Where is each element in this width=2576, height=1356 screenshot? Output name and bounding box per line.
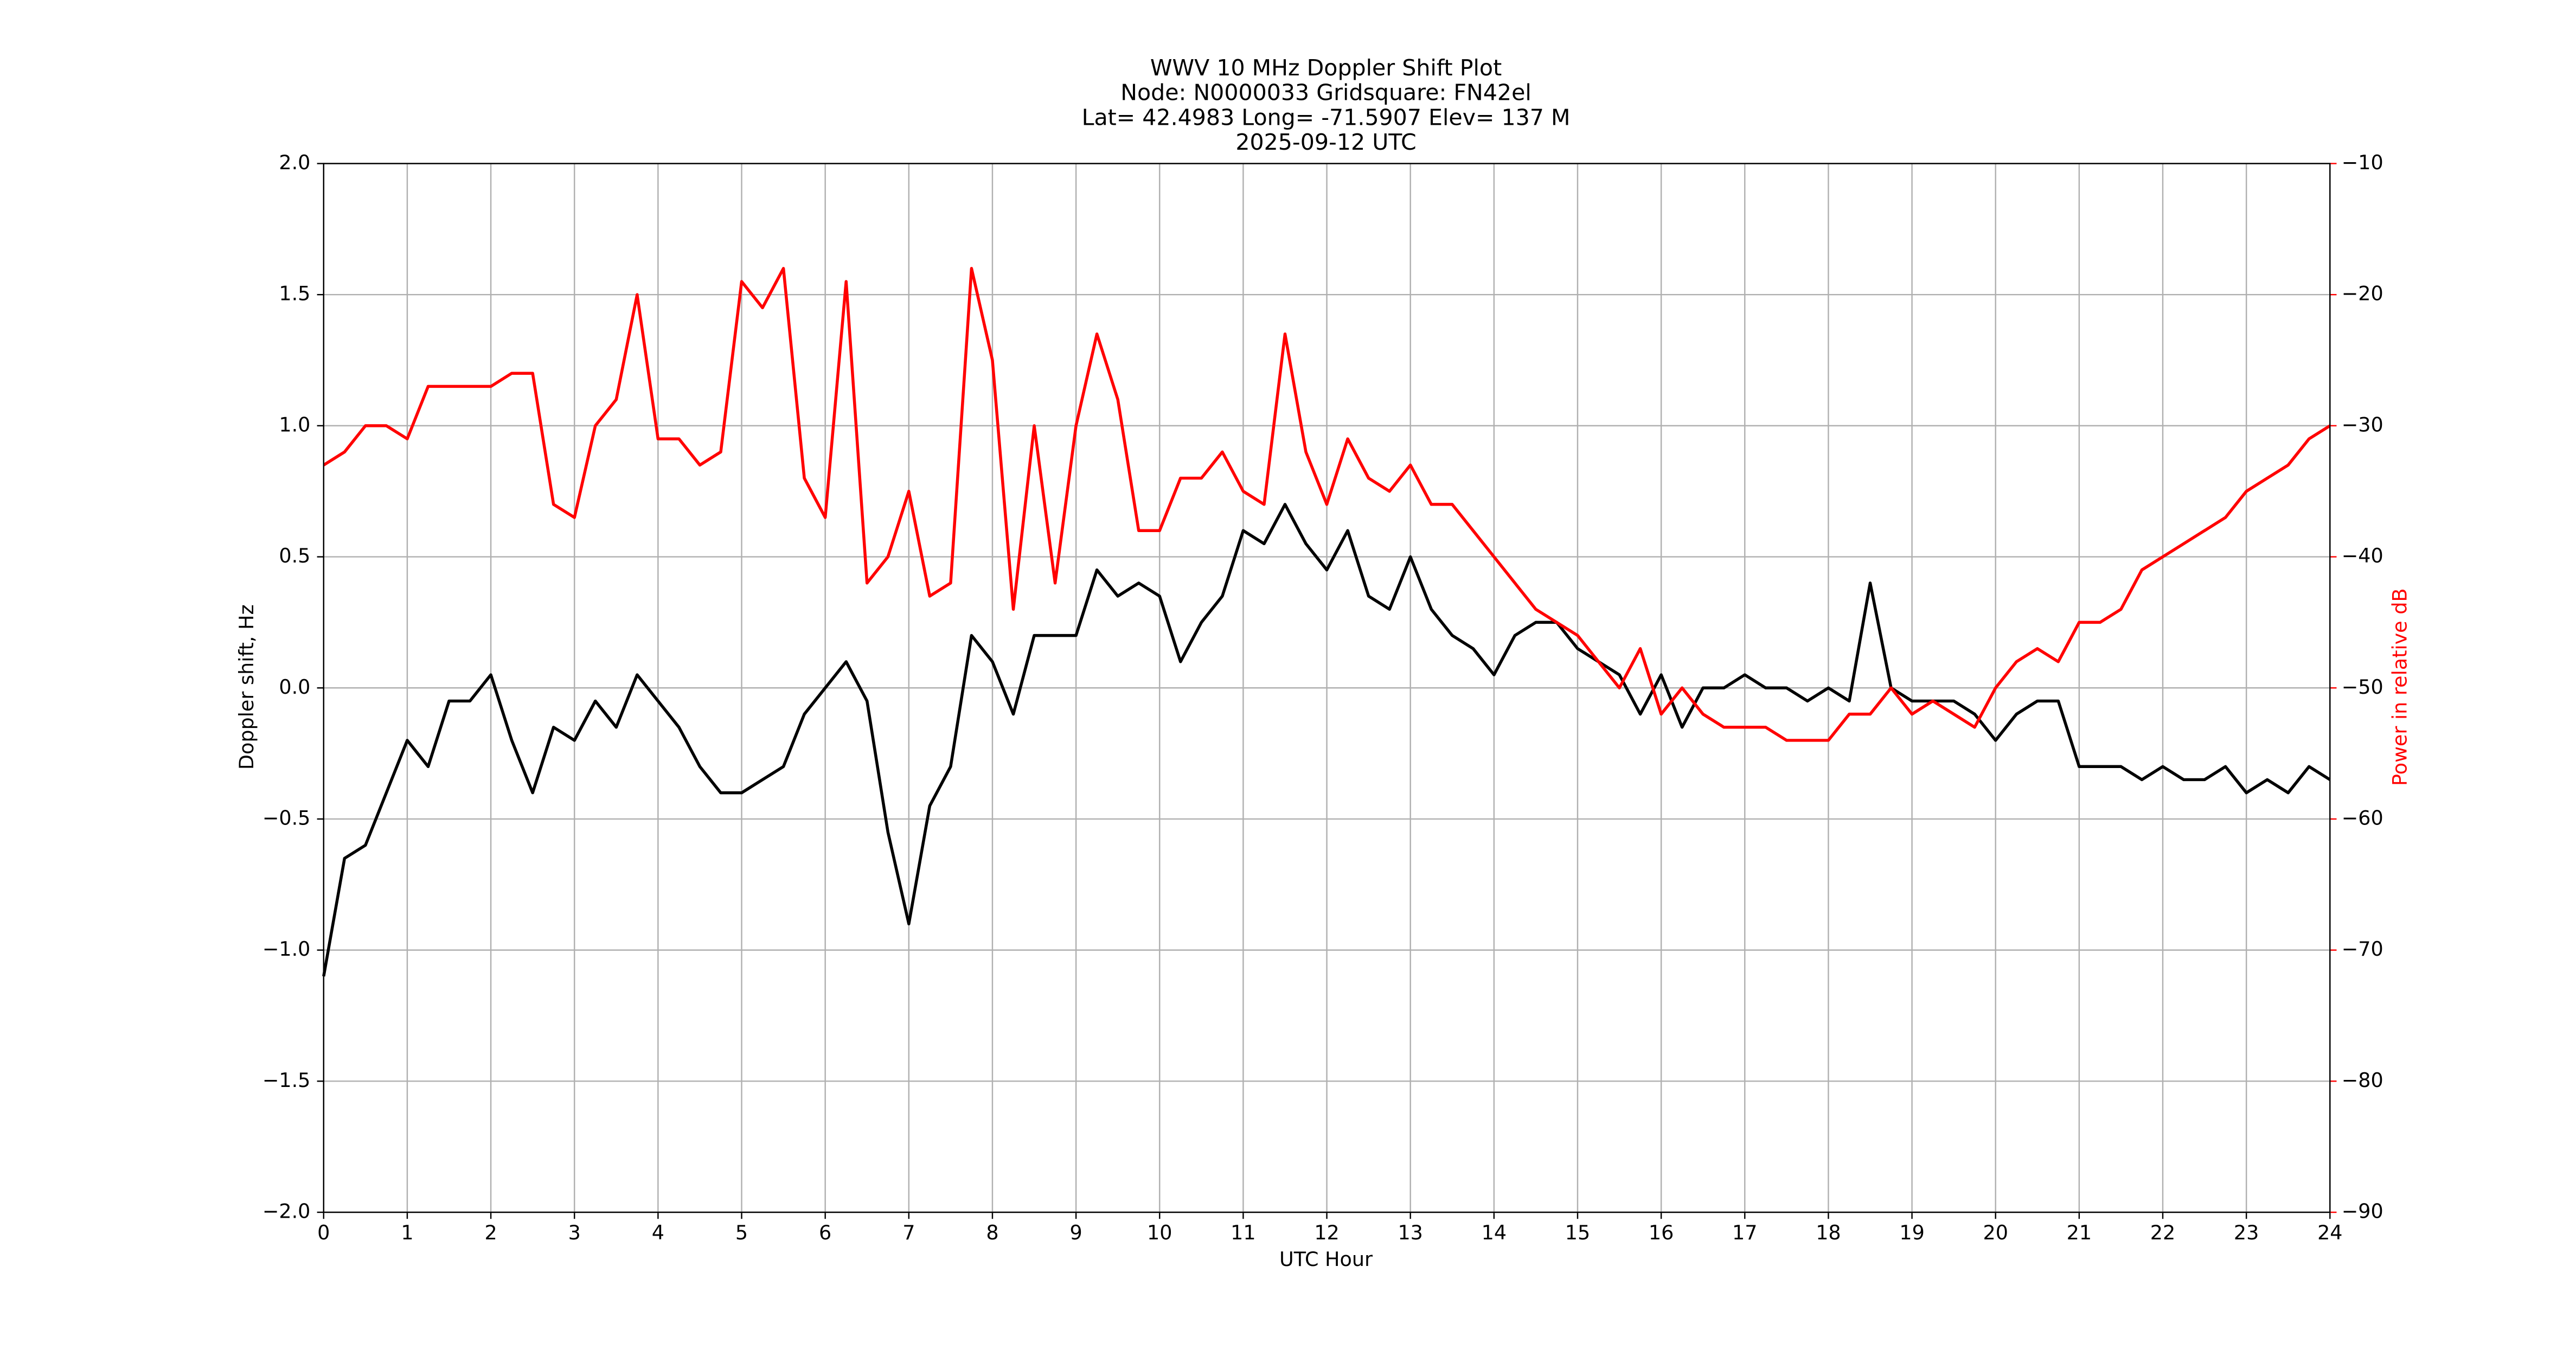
y-axis-label: Doppler shift, Hz (235, 604, 258, 770)
data-line (322, 503, 2331, 977)
y2-tick-label: −50 (2342, 675, 2383, 699)
x-tick-label: 9 (1069, 1221, 1082, 1244)
y2-axis-label: Power in relative dB (2388, 589, 2412, 786)
y2-tick-label: −20 (2342, 282, 2383, 305)
x-tick-label: 12 (1314, 1221, 1339, 1244)
y-tick-label: −2.0 (262, 1200, 311, 1223)
y-tick-label: 0.5 (279, 544, 310, 567)
x-tick-label: 3 (568, 1221, 581, 1244)
data-line (323, 267, 2331, 742)
x-tick-label: 13 (1398, 1221, 1422, 1244)
x-tick-label: 15 (1565, 1221, 1590, 1244)
y-tick-label: −1.0 (262, 937, 311, 961)
x-tick-label: 7 (902, 1221, 915, 1244)
y2-tick-label: −10 (2342, 151, 2383, 174)
chart-subtitle: Node: N0000033 Gridsquare: FN42el (1120, 80, 1531, 106)
x-tick-label: 4 (652, 1221, 664, 1244)
plot-frame (323, 163, 2331, 1213)
x-tick-label: 0 (317, 1221, 330, 1244)
x-tick-label: 11 (1231, 1221, 1255, 1244)
x-tick-label: 19 (1899, 1221, 1924, 1244)
y2-tick-label: −90 (2342, 1200, 2383, 1223)
y-tick-label: −1.5 (262, 1069, 311, 1092)
x-tick-label: 8 (986, 1221, 998, 1244)
chart-title: WWV 10 MHz Doppler Shift Plot (1150, 55, 1502, 81)
x-tick-label: 18 (1816, 1221, 1841, 1244)
x-tick-label: 14 (1482, 1221, 1507, 1244)
x-tick-label: 23 (2234, 1221, 2259, 1244)
x-tick-label: 20 (1983, 1221, 2008, 1244)
y-tick-label: 0.0 (279, 675, 310, 699)
y2-tick-label: −40 (2342, 544, 2383, 567)
x-tick-label: 5 (735, 1221, 748, 1244)
x-tick-label: 1 (401, 1221, 413, 1244)
x-tick-label: 17 (1732, 1221, 1757, 1244)
x-tick-label: 24 (2317, 1221, 2342, 1244)
y-tick-label: 2.0 (279, 151, 310, 174)
x-axis-label: UTC Hour (1279, 1248, 1373, 1271)
x-tick-label: 2 (484, 1221, 497, 1244)
x-tick-label: 22 (2150, 1221, 2175, 1244)
x-tick-label: 6 (819, 1221, 831, 1244)
y2-tick-label: −30 (2342, 413, 2383, 436)
y2-tick-label: −60 (2342, 806, 2383, 829)
y-tick-label: 1.0 (279, 413, 310, 436)
x-tick-label: 21 (2067, 1221, 2092, 1244)
y-tick-label: 1.5 (279, 282, 310, 305)
chart-subtitle: 2025-09-12 UTC (1235, 129, 1416, 155)
y2-tick-label: −80 (2342, 1069, 2383, 1092)
chart-subtitle: Lat= 42.4983 Long= -71.5907 Elev= 137 M (1082, 104, 1571, 130)
y-tick-label: −0.5 (262, 806, 311, 829)
x-tick-label: 10 (1147, 1221, 1172, 1244)
y2-tick-label: −70 (2342, 937, 2383, 961)
x-tick-label: 16 (1649, 1221, 1674, 1244)
